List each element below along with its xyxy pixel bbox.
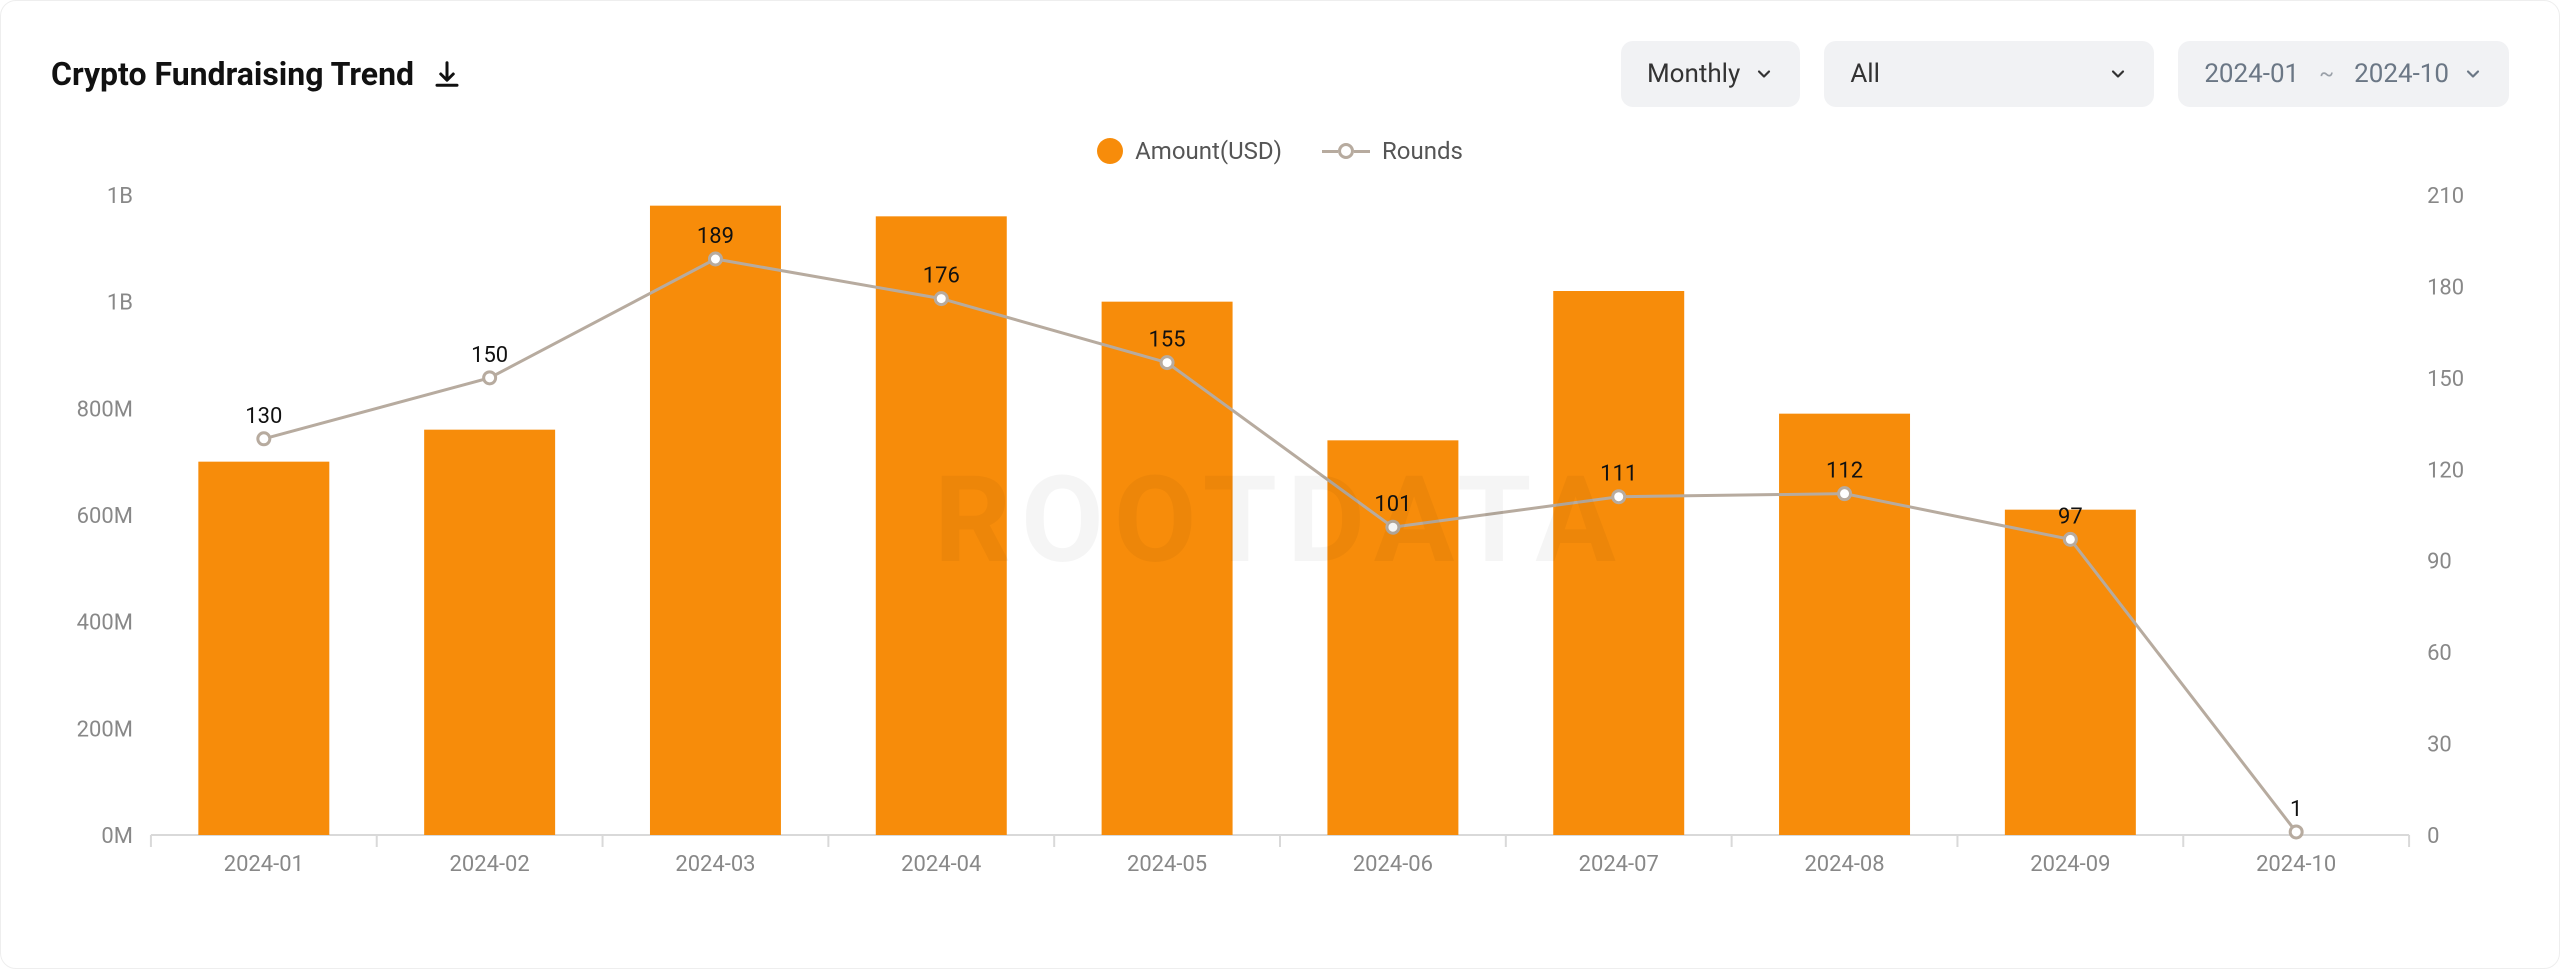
chevron-down-icon <box>2463 64 2483 84</box>
svg-text:176: 176 <box>923 264 960 289</box>
svg-text:111: 111 <box>1600 462 1637 487</box>
range-sep: ~ <box>2319 62 2334 87</box>
svg-text:2024-05: 2024-05 <box>1127 852 1207 877</box>
svg-text:60: 60 <box>2427 641 2452 666</box>
svg-text:189: 189 <box>697 224 734 249</box>
category-label: All <box>1850 59 1880 89</box>
svg-text:2024-04: 2024-04 <box>901 852 981 877</box>
svg-text:2024-08: 2024-08 <box>1804 852 1884 877</box>
chart-card: Crypto Fundraising Trend Monthly All <box>0 0 2560 969</box>
legend-item-line[interactable]: Rounds <box>1322 137 1463 165</box>
download-icon[interactable] <box>432 59 462 89</box>
svg-text:2024-09: 2024-09 <box>2030 852 2110 877</box>
svg-text:600M: 600M <box>77 504 133 529</box>
title-wrap: Crypto Fundraising Trend <box>51 55 462 93</box>
legend-line-label: Rounds <box>1382 137 1463 165</box>
chevron-down-icon <box>2108 64 2128 84</box>
svg-text:150: 150 <box>471 343 508 368</box>
legend-bar-label: Amount(USD) <box>1135 137 1282 165</box>
svg-text:130: 130 <box>245 404 282 429</box>
chart-title: Crypto Fundraising Trend <box>51 55 414 93</box>
chevron-down-icon <box>1754 64 1774 84</box>
legend-item-bar[interactable]: Amount(USD) <box>1097 137 1282 165</box>
svg-text:400M: 400M <box>77 611 133 636</box>
svg-text:0: 0 <box>2427 824 2439 849</box>
chart-area: ROOTDATA 0M200M400M600M800M1B1B030609012… <box>51 175 2509 895</box>
line-swatch-icon <box>1322 143 1370 159</box>
svg-text:800M: 800M <box>77 397 133 422</box>
svg-text:2024-06: 2024-06 <box>1353 852 1433 877</box>
svg-text:2024-10: 2024-10 <box>2256 852 2336 877</box>
svg-text:1B: 1B <box>107 291 133 316</box>
svg-text:200M: 200M <box>77 717 133 742</box>
svg-text:30: 30 <box>2427 733 2452 758</box>
card-header: Crypto Fundraising Trend Monthly All <box>51 41 2509 107</box>
svg-text:1B: 1B <box>107 184 133 209</box>
svg-text:210: 210 <box>2427 184 2464 209</box>
bar-swatch-icon <box>1097 138 1123 164</box>
svg-text:155: 155 <box>1149 328 1186 353</box>
svg-text:120: 120 <box>2427 458 2464 483</box>
svg-text:180: 180 <box>2427 275 2464 300</box>
svg-text:1: 1 <box>2290 797 2302 822</box>
svg-text:112: 112 <box>1826 459 1863 484</box>
range-to: 2024-10 <box>2354 59 2449 89</box>
svg-text:2024-07: 2024-07 <box>1579 852 1659 877</box>
svg-text:2024-02: 2024-02 <box>450 852 530 877</box>
period-label: Monthly <box>1647 59 1740 89</box>
svg-text:2024-01: 2024-01 <box>224 852 304 877</box>
svg-text:97: 97 <box>2058 504 2083 529</box>
range-from: 2024-01 <box>2204 59 2299 89</box>
svg-text:101: 101 <box>1374 492 1411 517</box>
category-dropdown[interactable]: All <box>1824 41 2154 107</box>
legend: Amount(USD) Rounds <box>51 137 2509 165</box>
svg-text:90: 90 <box>2427 550 2452 575</box>
date-range-dropdown[interactable]: 2024-01 ~ 2024-10 <box>2178 41 2509 107</box>
controls: Monthly All 2024-01 ~ 2024-10 <box>1621 41 2509 107</box>
svg-text:0M: 0M <box>101 824 133 849</box>
chart-svg: 0M 200M 400M 600M 800M 1B 1B 0 30 60 90 120 150 180 21… <box>51 175 2509 895</box>
period-dropdown[interactable]: Monthly <box>1621 41 1800 107</box>
svg-text:2024-03: 2024-03 <box>675 852 755 877</box>
svg-text:150: 150 <box>2427 367 2464 392</box>
